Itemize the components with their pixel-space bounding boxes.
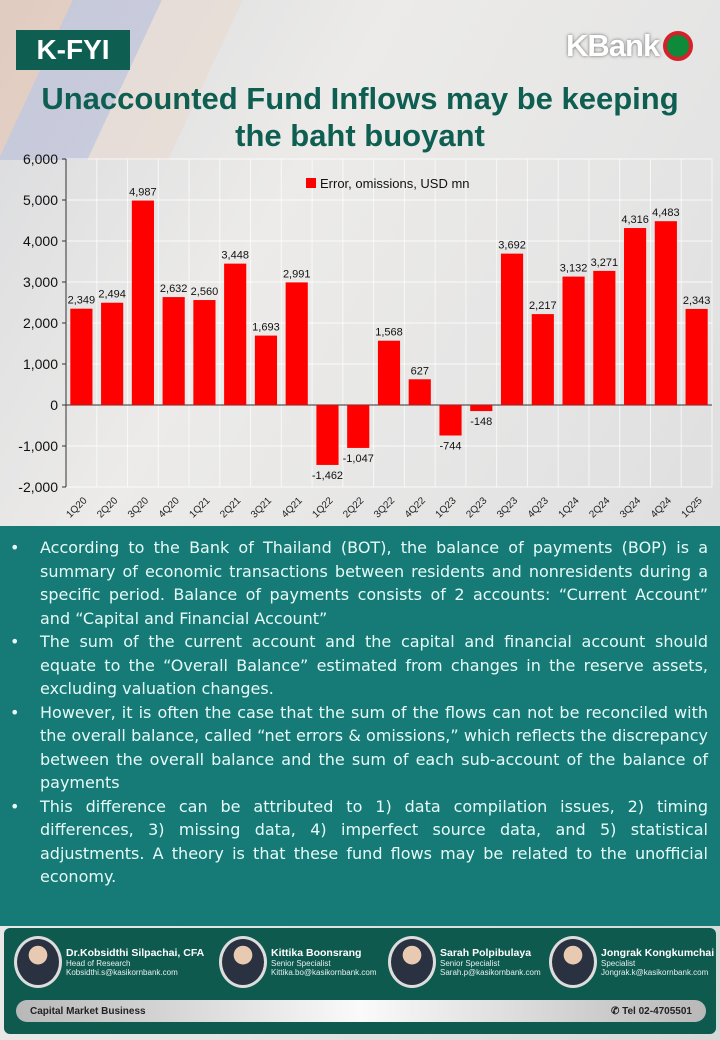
x-tick-label: 2Q24 [587, 495, 612, 520]
data-label: 3,271 [591, 257, 619, 269]
data-label: 2,991 [283, 268, 311, 280]
bar [162, 297, 185, 405]
data-label: -744 [440, 441, 462, 453]
y-tick-label: 4,000 [23, 233, 58, 249]
bar [347, 405, 370, 448]
bullet: This difference can be attributed to 1) … [10, 795, 708, 889]
kbank-logo: KBank [566, 28, 694, 64]
author-card: Jongrak Kongkumchai Specialist Jongrak.k@k… [549, 936, 714, 988]
contact-bar: Capital Market Business ✆ Tel 02-4705501 [16, 1000, 706, 1022]
page-title: Unaccounted Fund Inflows may be keeping t… [41, 81, 679, 153]
y-tick-label: 1,000 [23, 356, 58, 372]
bar [654, 221, 677, 405]
bar [70, 308, 93, 405]
y-tick-label: 6,000 [23, 151, 58, 167]
data-label: -148 [470, 416, 492, 428]
bar [224, 263, 247, 405]
x-tick-label: 1Q21 [187, 495, 212, 520]
x-tick-label: 1Q25 [680, 495, 705, 520]
data-label: 2,343 [683, 295, 711, 307]
bar [193, 300, 216, 405]
legend-swatch [306, 178, 316, 188]
data-label: 4,483 [652, 207, 680, 219]
x-tick-label: 2Q22 [341, 495, 366, 520]
bar [624, 228, 647, 405]
phone-icon: ✆ [610, 1005, 620, 1017]
x-tick-label: 1Q20 [64, 495, 89, 520]
data-label: 2,560 [191, 286, 219, 298]
data-label: 2,349 [68, 295, 96, 307]
bar [500, 253, 524, 405]
bar [562, 276, 585, 405]
data-label: -1,047 [343, 453, 374, 465]
x-tick-label: 4Q24 [649, 495, 674, 520]
x-tick-label: 3Q22 [372, 495, 397, 520]
data-label: 4,987 [129, 187, 157, 199]
data-label: 627 [411, 365, 429, 377]
bar [408, 379, 431, 405]
author-card: Sarah Polpibulaya Senior Specialist Sarah.… [388, 936, 541, 988]
y-tick-label: 3,000 [23, 274, 58, 290]
bar [316, 405, 339, 465]
background-image [0, 0, 330, 160]
kbank-emblem-icon [663, 31, 694, 61]
bar [531, 314, 554, 405]
avatar [388, 936, 436, 988]
x-tick-label: 2Q20 [95, 495, 120, 520]
bullet: However, it is often the case that the s… [10, 701, 708, 795]
bar [131, 200, 154, 405]
x-tick-label: 1Q24 [557, 495, 582, 520]
x-tick-label: 3Q21 [249, 495, 274, 520]
x-tick-label: 4Q20 [157, 495, 182, 520]
x-tick-label: 2Q21 [218, 495, 243, 520]
x-tick-label: 4Q23 [526, 495, 551, 520]
bullet: According to the Bank of Thailand (BOT),… [10, 536, 708, 630]
data-label: 1,568 [375, 327, 403, 339]
author-card: Dr.Kobsidthi Silpachai, CFA Head of Resea… [14, 936, 204, 988]
data-label: 3,448 [221, 250, 249, 262]
x-tick-label: 2Q23 [464, 495, 489, 520]
author-card: Kittika Boonsrang Senior Specialist Kittik… [219, 936, 377, 988]
x-tick-label: 1Q22 [311, 495, 336, 520]
data-label: 2,632 [160, 283, 188, 295]
bar [285, 282, 308, 405]
avatar [14, 936, 62, 988]
bar [593, 270, 616, 405]
data-label: 4,316 [621, 214, 649, 226]
y-tick-label: 0 [50, 397, 58, 413]
data-label: 3,692 [498, 240, 526, 252]
x-tick-label: 3Q24 [618, 495, 643, 520]
data-label: 2,217 [529, 300, 557, 312]
x-tick-label: 4Q21 [280, 495, 305, 520]
data-label: -1,462 [312, 470, 343, 482]
data-label: 3,132 [560, 263, 588, 275]
y-tick-label: -1,000 [18, 438, 58, 454]
bullet: The sum of the current account and the c… [10, 630, 708, 701]
text-panel: According to the Bank of Thailand (BOT),… [0, 526, 720, 926]
footer: Dr.Kobsidthi Silpachai, CFA Head of Resea… [4, 928, 716, 1034]
x-tick-label: 4Q22 [403, 495, 428, 520]
bar [254, 335, 278, 405]
bar [439, 405, 462, 436]
y-tick-label: 5,000 [23, 192, 58, 208]
bar-chart: -2,000 -1,000 0 1,000 2,000 3,000 4,000 5,000 6,… [18, 151, 713, 520]
bar [101, 302, 124, 405]
bar [470, 405, 493, 412]
x-tick-label: 3Q20 [126, 495, 151, 520]
bar [377, 340, 401, 405]
kfyi-badge: K-FYI [16, 30, 130, 70]
data-label: 1,693 [252, 322, 280, 334]
x-tick-label: 1Q23 [434, 495, 459, 520]
avatar [219, 936, 267, 988]
avatar [549, 936, 597, 988]
x-tick-label: 3Q23 [495, 495, 520, 520]
y-tick-label: 2,000 [23, 315, 58, 331]
data-label: 2,494 [98, 289, 126, 301]
bar [685, 308, 708, 405]
y-tick-label: -2,000 [18, 479, 58, 495]
legend-label: Error, omissions, USD mn [320, 176, 470, 191]
